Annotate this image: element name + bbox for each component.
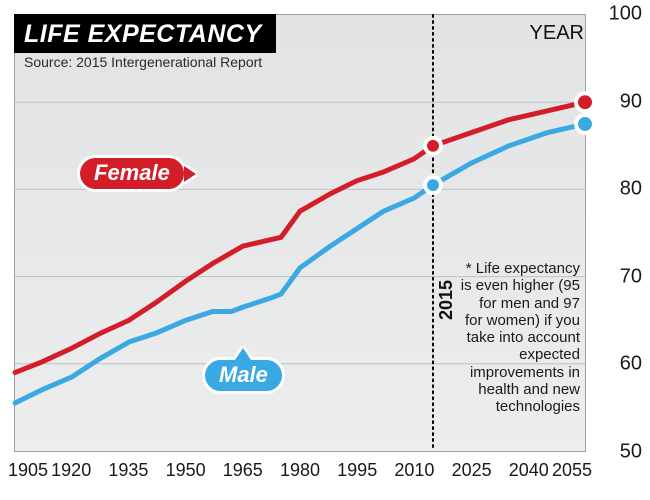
xtick-label: 1950 — [166, 460, 206, 481]
xtick-label: 1935 — [108, 460, 148, 481]
xtick-label: 1995 — [337, 460, 377, 481]
xtick-label: 1920 — [51, 460, 91, 481]
xtick-label: 1905 — [8, 460, 48, 481]
female-marker — [425, 138, 441, 154]
female-marker — [576, 93, 594, 111]
reference-line-label: 2015 — [436, 280, 457, 320]
male-series-label: Male — [205, 360, 282, 391]
xtick-label: 1965 — [223, 460, 263, 481]
ytick-label: 90 — [620, 90, 642, 113]
ytick-label: 100 — [609, 3, 642, 26]
ytick-label: 60 — [620, 353, 642, 376]
chart-title: LIFE EXPECTANCY — [14, 14, 276, 53]
xtick-label: 1980 — [280, 460, 320, 481]
year-axis-label: YEAR — [524, 22, 584, 45]
xtick-label: 2010 — [394, 460, 434, 481]
life-expectancy-chart: LIFE EXPECTANCY Source: 2015 Intergenera… — [0, 0, 650, 500]
x-axis-labels: 1905192019351950196519801995201020252040… — [14, 460, 586, 490]
ytick-label: 50 — [620, 441, 642, 464]
xtick-label: 2040 — [509, 460, 549, 481]
xtick-label: 2055 — [552, 460, 592, 481]
ytick-label: 70 — [620, 265, 642, 288]
male-marker — [425, 177, 441, 193]
male-marker — [576, 115, 594, 133]
xtick-label: 2025 — [452, 460, 492, 481]
source-text: Source: 2015 Intergenerational Report — [24, 54, 262, 70]
y-axis-labels: 5060708090100 — [598, 14, 642, 452]
footnote: * Life expectancy is even higher (95 for… — [460, 260, 580, 415]
ytick-label: 80 — [620, 178, 642, 201]
female-series-label: Female — [80, 158, 184, 189]
